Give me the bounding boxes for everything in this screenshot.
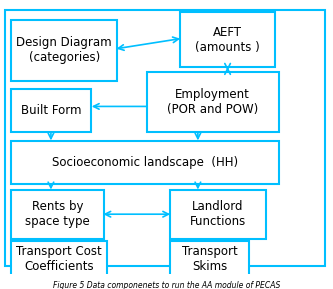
FancyBboxPatch shape	[170, 190, 265, 239]
Text: Rents by
space type: Rents by space type	[25, 200, 90, 228]
Text: AEFT
(amounts ): AEFT (amounts )	[195, 26, 260, 53]
FancyBboxPatch shape	[11, 140, 279, 184]
FancyBboxPatch shape	[11, 89, 91, 132]
FancyBboxPatch shape	[170, 242, 249, 277]
Text: Landlord
Functions: Landlord Functions	[189, 200, 246, 228]
Text: Built Form: Built Form	[21, 104, 81, 117]
Text: Transport
Skims: Transport Skims	[181, 245, 237, 273]
FancyBboxPatch shape	[11, 190, 104, 239]
Text: Transport Cost
Coefficients: Transport Cost Coefficients	[16, 245, 102, 273]
Text: Employment
(POR and POW): Employment (POR and POW)	[167, 88, 258, 116]
FancyBboxPatch shape	[5, 10, 325, 266]
Text: Design Diagram
(categories): Design Diagram (categories)	[16, 36, 112, 64]
FancyBboxPatch shape	[147, 72, 279, 132]
FancyBboxPatch shape	[11, 242, 107, 277]
FancyBboxPatch shape	[180, 12, 275, 67]
Text: Figure 5 Data componenets to run the AA module of PECAS: Figure 5 Data componenets to run the AA …	[53, 281, 280, 289]
FancyBboxPatch shape	[11, 21, 117, 81]
Text: Socioeconomic landscape  (HH): Socioeconomic landscape (HH)	[52, 156, 238, 169]
